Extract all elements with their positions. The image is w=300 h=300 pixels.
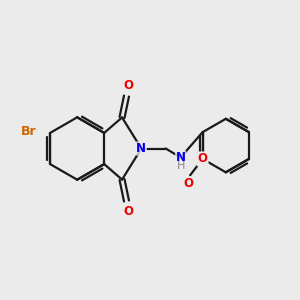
Text: H: H <box>176 161 185 171</box>
Text: N: N <box>136 142 146 155</box>
Text: O: O <box>198 152 208 165</box>
Text: O: O <box>123 79 133 92</box>
Text: Br: Br <box>21 125 37 138</box>
Text: O: O <box>123 205 133 218</box>
Text: N: N <box>176 151 186 164</box>
Text: O: O <box>184 177 194 190</box>
